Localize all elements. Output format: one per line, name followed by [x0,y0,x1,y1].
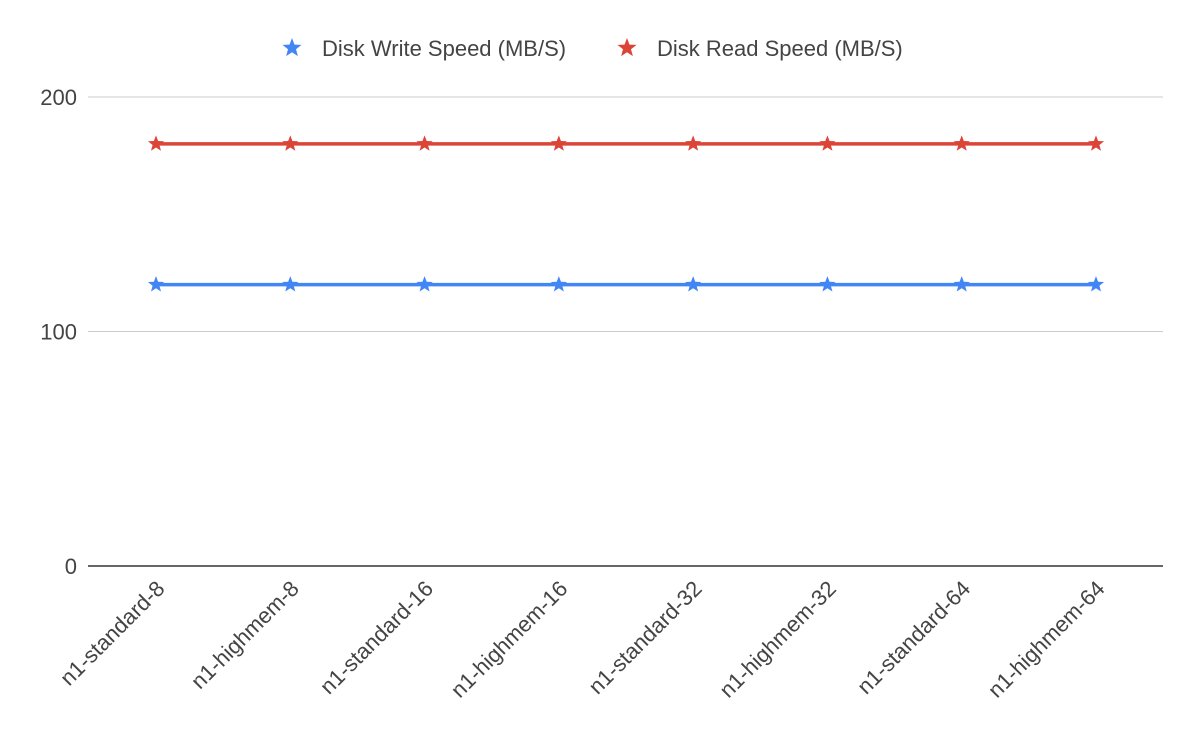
y-tick-label: 200 [40,85,77,110]
y-tick-label: 100 [40,320,77,345]
x-axis-tick-labels: n1-standard-8 n1-highmem-8 n1-standard-16 n… [55,576,1110,703]
x-tick-label: n1-highmem-32 [714,576,841,703]
x-tick-label: n1-highmem-64 [983,576,1110,703]
legend-label: Disk Read Speed (MB/S) [657,36,903,61]
data-point-star-marker [1087,276,1105,292]
data-point-star-marker [416,276,433,292]
data-point-star-marker [685,135,702,151]
chart-legend: Disk Write Speed (MB/S) Disk Read Speed (… [282,36,903,61]
data-point-star-marker [685,276,702,292]
x-tick-label: n1-highmem-16 [446,576,573,703]
data-point-star-marker [147,135,165,151]
series-read-speed [147,135,1105,151]
legend-label: Disk Write Speed (MB/S) [322,36,566,61]
data-point-star-marker [282,276,299,292]
data-point-star-marker [819,276,836,292]
legend-star-icon [282,38,302,57]
data-point-star-marker [550,276,567,292]
series-layer [147,135,1105,292]
y-axis-tick-labels: 0 100 200 [40,85,77,579]
data-point-star-marker [550,135,567,151]
x-tick-label: n1-standard-64 [852,576,975,699]
y-tick-label: 0 [65,554,77,579]
x-tick-label: n1-standard-32 [583,576,706,699]
x-tick-label: n1-standard-8 [55,576,170,691]
series-write-speed [147,276,1105,292]
data-point-star-marker [953,276,970,292]
data-point-star-marker [282,135,299,151]
x-tick-label: n1-highmem-8 [186,576,304,694]
data-point-star-marker [416,135,433,151]
gridlines [88,96,1163,332]
data-point-star-marker [147,276,165,292]
data-point-star-marker [1087,135,1105,151]
x-tick-label: n1-standard-16 [315,576,438,699]
data-point-star-marker [819,135,836,151]
data-point-star-marker [953,135,970,151]
legend-star-icon [617,38,637,57]
